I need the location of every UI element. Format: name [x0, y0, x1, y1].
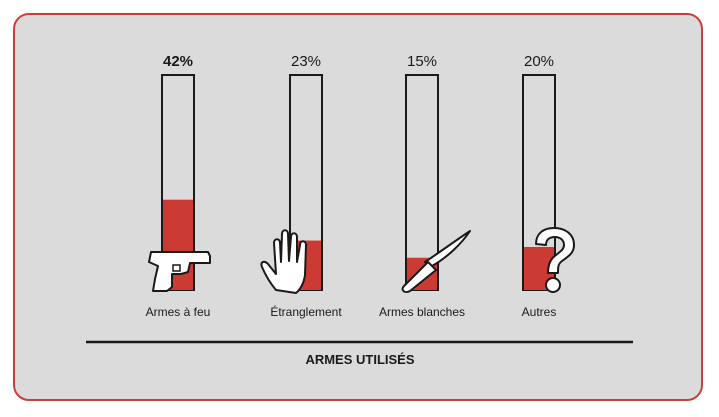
bar-value-label: 20%	[524, 53, 554, 70]
pistol-icon	[148, 251, 211, 292]
bar-value-label: 23%	[291, 53, 321, 70]
category-label: Autres	[522, 305, 557, 319]
category-label: Étranglement	[270, 304, 342, 319]
knife-icon	[401, 230, 471, 294]
category-label: Armes à feu	[146, 305, 211, 319]
question-mark-icon	[535, 227, 575, 293]
category-label: Armes blanches	[379, 305, 465, 319]
bar-value-label: 15%	[407, 53, 437, 70]
chart-title: ARMES UTILISÉS	[305, 352, 414, 367]
bar-value-label: 42%	[163, 53, 193, 70]
hand-icon	[260, 229, 307, 294]
chart-card	[13, 13, 703, 401]
